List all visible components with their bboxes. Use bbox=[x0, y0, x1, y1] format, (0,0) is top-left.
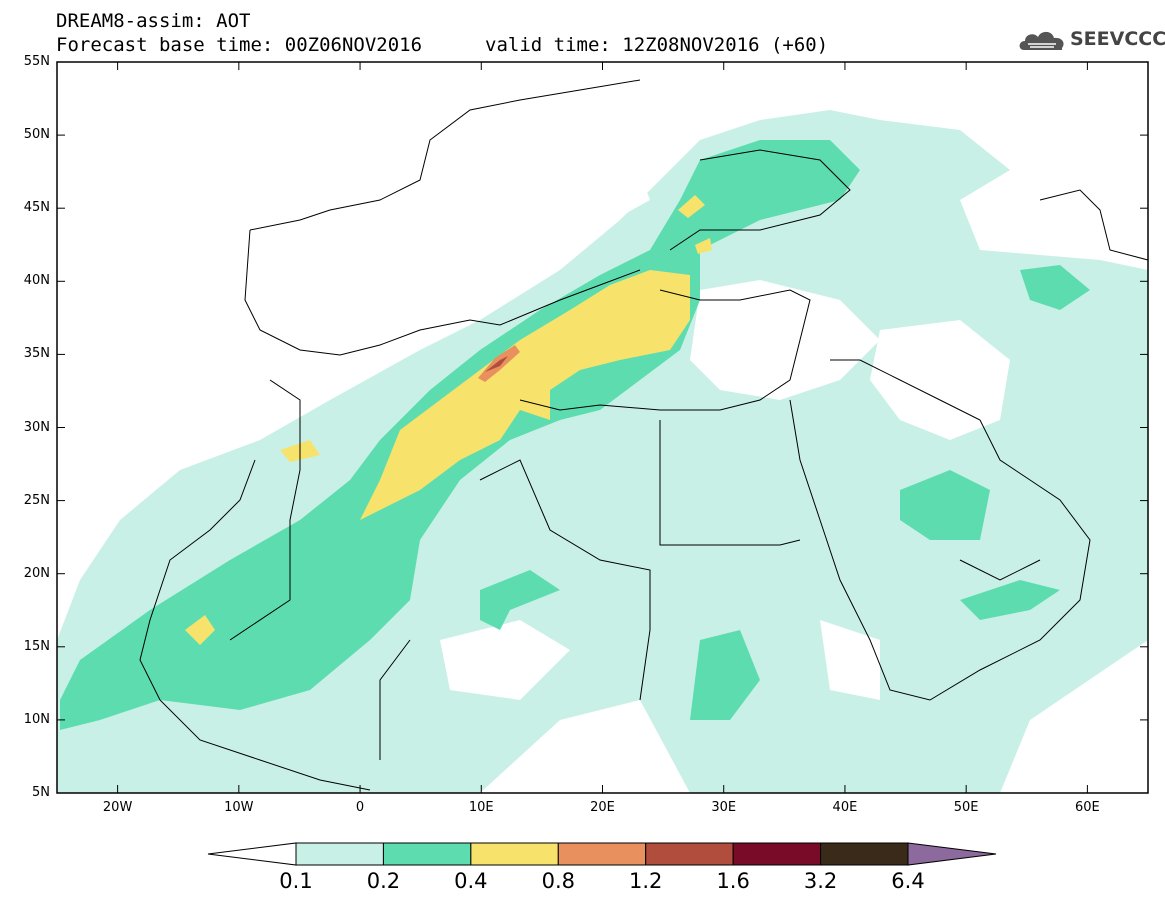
axis-ticks bbox=[57, 61, 1148, 794]
lon-tick-label: 40E bbox=[832, 800, 858, 815]
lat-tick-label: 45N bbox=[23, 200, 50, 216]
colorbar bbox=[207, 842, 997, 866]
lon-tick-label: 30E bbox=[711, 800, 737, 815]
colorbar-label: 3.2 bbox=[803, 869, 838, 893]
colorbar-label: 0.2 bbox=[366, 869, 401, 893]
colorbar-label: 0.4 bbox=[454, 869, 488, 893]
lat-tick-label: 5N bbox=[32, 785, 50, 800]
colorbar-over-triangle bbox=[907, 842, 997, 866]
lat-tick-label: 15N bbox=[23, 638, 50, 654]
coastlines-borders bbox=[139, 79, 1148, 791]
colorbar-label: 6.4 bbox=[891, 869, 925, 893]
lat-tick-label: 35N bbox=[23, 346, 50, 362]
valid-time: valid time: 12Z08NOV2016 (+60) bbox=[485, 34, 829, 56]
colorbar-swatch bbox=[382, 842, 472, 866]
lat-tick-label: 30N bbox=[23, 419, 50, 435]
colorbar-swatch bbox=[645, 842, 734, 866]
colorbar-swatch bbox=[557, 842, 647, 866]
lon-tick-label: 20W bbox=[102, 800, 133, 815]
cloud-icon bbox=[1019, 31, 1064, 50]
lon-tick-label: 20E bbox=[590, 800, 615, 815]
aot-level-0.4 bbox=[360, 270, 690, 520]
lat-tick-label: 50N bbox=[23, 127, 50, 143]
colorbar-label: 0.8 bbox=[541, 869, 575, 893]
colorbar-label: 1.2 bbox=[629, 869, 663, 893]
lat-tick-label: 55N bbox=[23, 54, 50, 69]
colorbar-label: 1.6 bbox=[716, 869, 750, 893]
lon-tick-label: 10W bbox=[224, 800, 254, 815]
lon-tick-label: 60E bbox=[1074, 800, 1100, 815]
lon-tick-label: 0 bbox=[355, 800, 365, 815]
seevccc-logo: SEEVCCC bbox=[1018, 26, 1165, 54]
aot-fields bbox=[57, 80, 1148, 793]
colorbar-label: 0.1 bbox=[279, 869, 313, 893]
lat-tick-label: 10N bbox=[23, 711, 50, 727]
colorbar-swatch bbox=[470, 842, 559, 866]
lon-tick-label: 50E bbox=[953, 800, 979, 815]
forecast-base-time: Forecast base time: 00Z06NOV2016 bbox=[56, 34, 423, 56]
lat-tick-label: 40N bbox=[23, 273, 50, 289]
colorbar-swatch bbox=[295, 842, 384, 866]
map-title: DREAM8-assim: AOT bbox=[56, 10, 251, 32]
lat-tick-label: 20N bbox=[23, 565, 50, 581]
lat-tick-label: 25N bbox=[23, 492, 50, 508]
logo-text: SEEVCCC bbox=[1070, 28, 1165, 50]
colorbar-swatch bbox=[732, 842, 822, 866]
colorbar-under-triangle bbox=[207, 842, 297, 866]
lon-tick-label: 10E bbox=[468, 800, 494, 815]
colorbar-swatch bbox=[820, 842, 909, 866]
